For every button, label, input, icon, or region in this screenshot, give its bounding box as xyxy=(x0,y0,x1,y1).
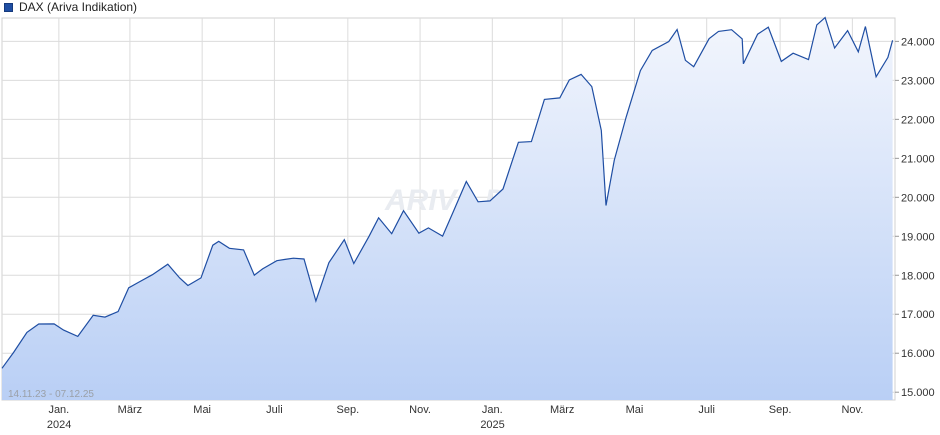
legend-swatch xyxy=(4,2,13,12)
y-tick-label: 23.000 xyxy=(901,75,935,87)
legend-label: DAX (Ariva Indikation) xyxy=(19,0,138,14)
y-tick-label: 16.000 xyxy=(901,348,935,360)
series-area xyxy=(2,17,893,400)
x-tick-label: Nov. xyxy=(409,404,431,416)
x-tick-label: Juli xyxy=(698,404,715,416)
y-tick-label: 24.000 xyxy=(901,36,935,48)
x-tick-label: März xyxy=(550,404,574,416)
date-range-label: 14.11.23 - 07.12.25 xyxy=(8,389,94,400)
x-tick-label: Juli xyxy=(266,404,283,416)
x-tick-label: Sep. xyxy=(337,404,360,416)
y-tick-label: 19.000 xyxy=(901,231,935,243)
x-tick-label: Nov. xyxy=(841,404,863,416)
y-tick-label: 18.000 xyxy=(901,270,935,282)
y-tick-label: 15.000 xyxy=(901,387,935,399)
y-tick-label: 17.000 xyxy=(901,309,935,321)
y-tick-label: 22.000 xyxy=(901,114,935,126)
y-tick-label: 20.000 xyxy=(901,192,935,204)
series-line xyxy=(1,16,894,369)
x-tick-label: Jan. xyxy=(482,404,503,416)
x-year-label: 2025 xyxy=(480,419,504,431)
y-axis: 15.000 16.000 17.000 18.000 19.000 20.000 21.0… xyxy=(895,36,935,399)
x-year-label: 2024 xyxy=(47,419,71,431)
x-tick-label: Mai xyxy=(193,404,211,416)
chart-legend: DAX (Ariva Indikation) xyxy=(4,0,137,14)
x-tick-label: Sep. xyxy=(769,404,792,416)
x-tick-label: Jan. xyxy=(48,404,69,416)
y-tick-label: 21.000 xyxy=(901,153,935,165)
x-tick-label: März xyxy=(118,404,142,416)
x-axis: Jan. 2024 März Mai Juli Sep. Nov. Jan. 2025 März M… xyxy=(47,404,863,431)
x-tick-label: Mai xyxy=(626,404,644,416)
